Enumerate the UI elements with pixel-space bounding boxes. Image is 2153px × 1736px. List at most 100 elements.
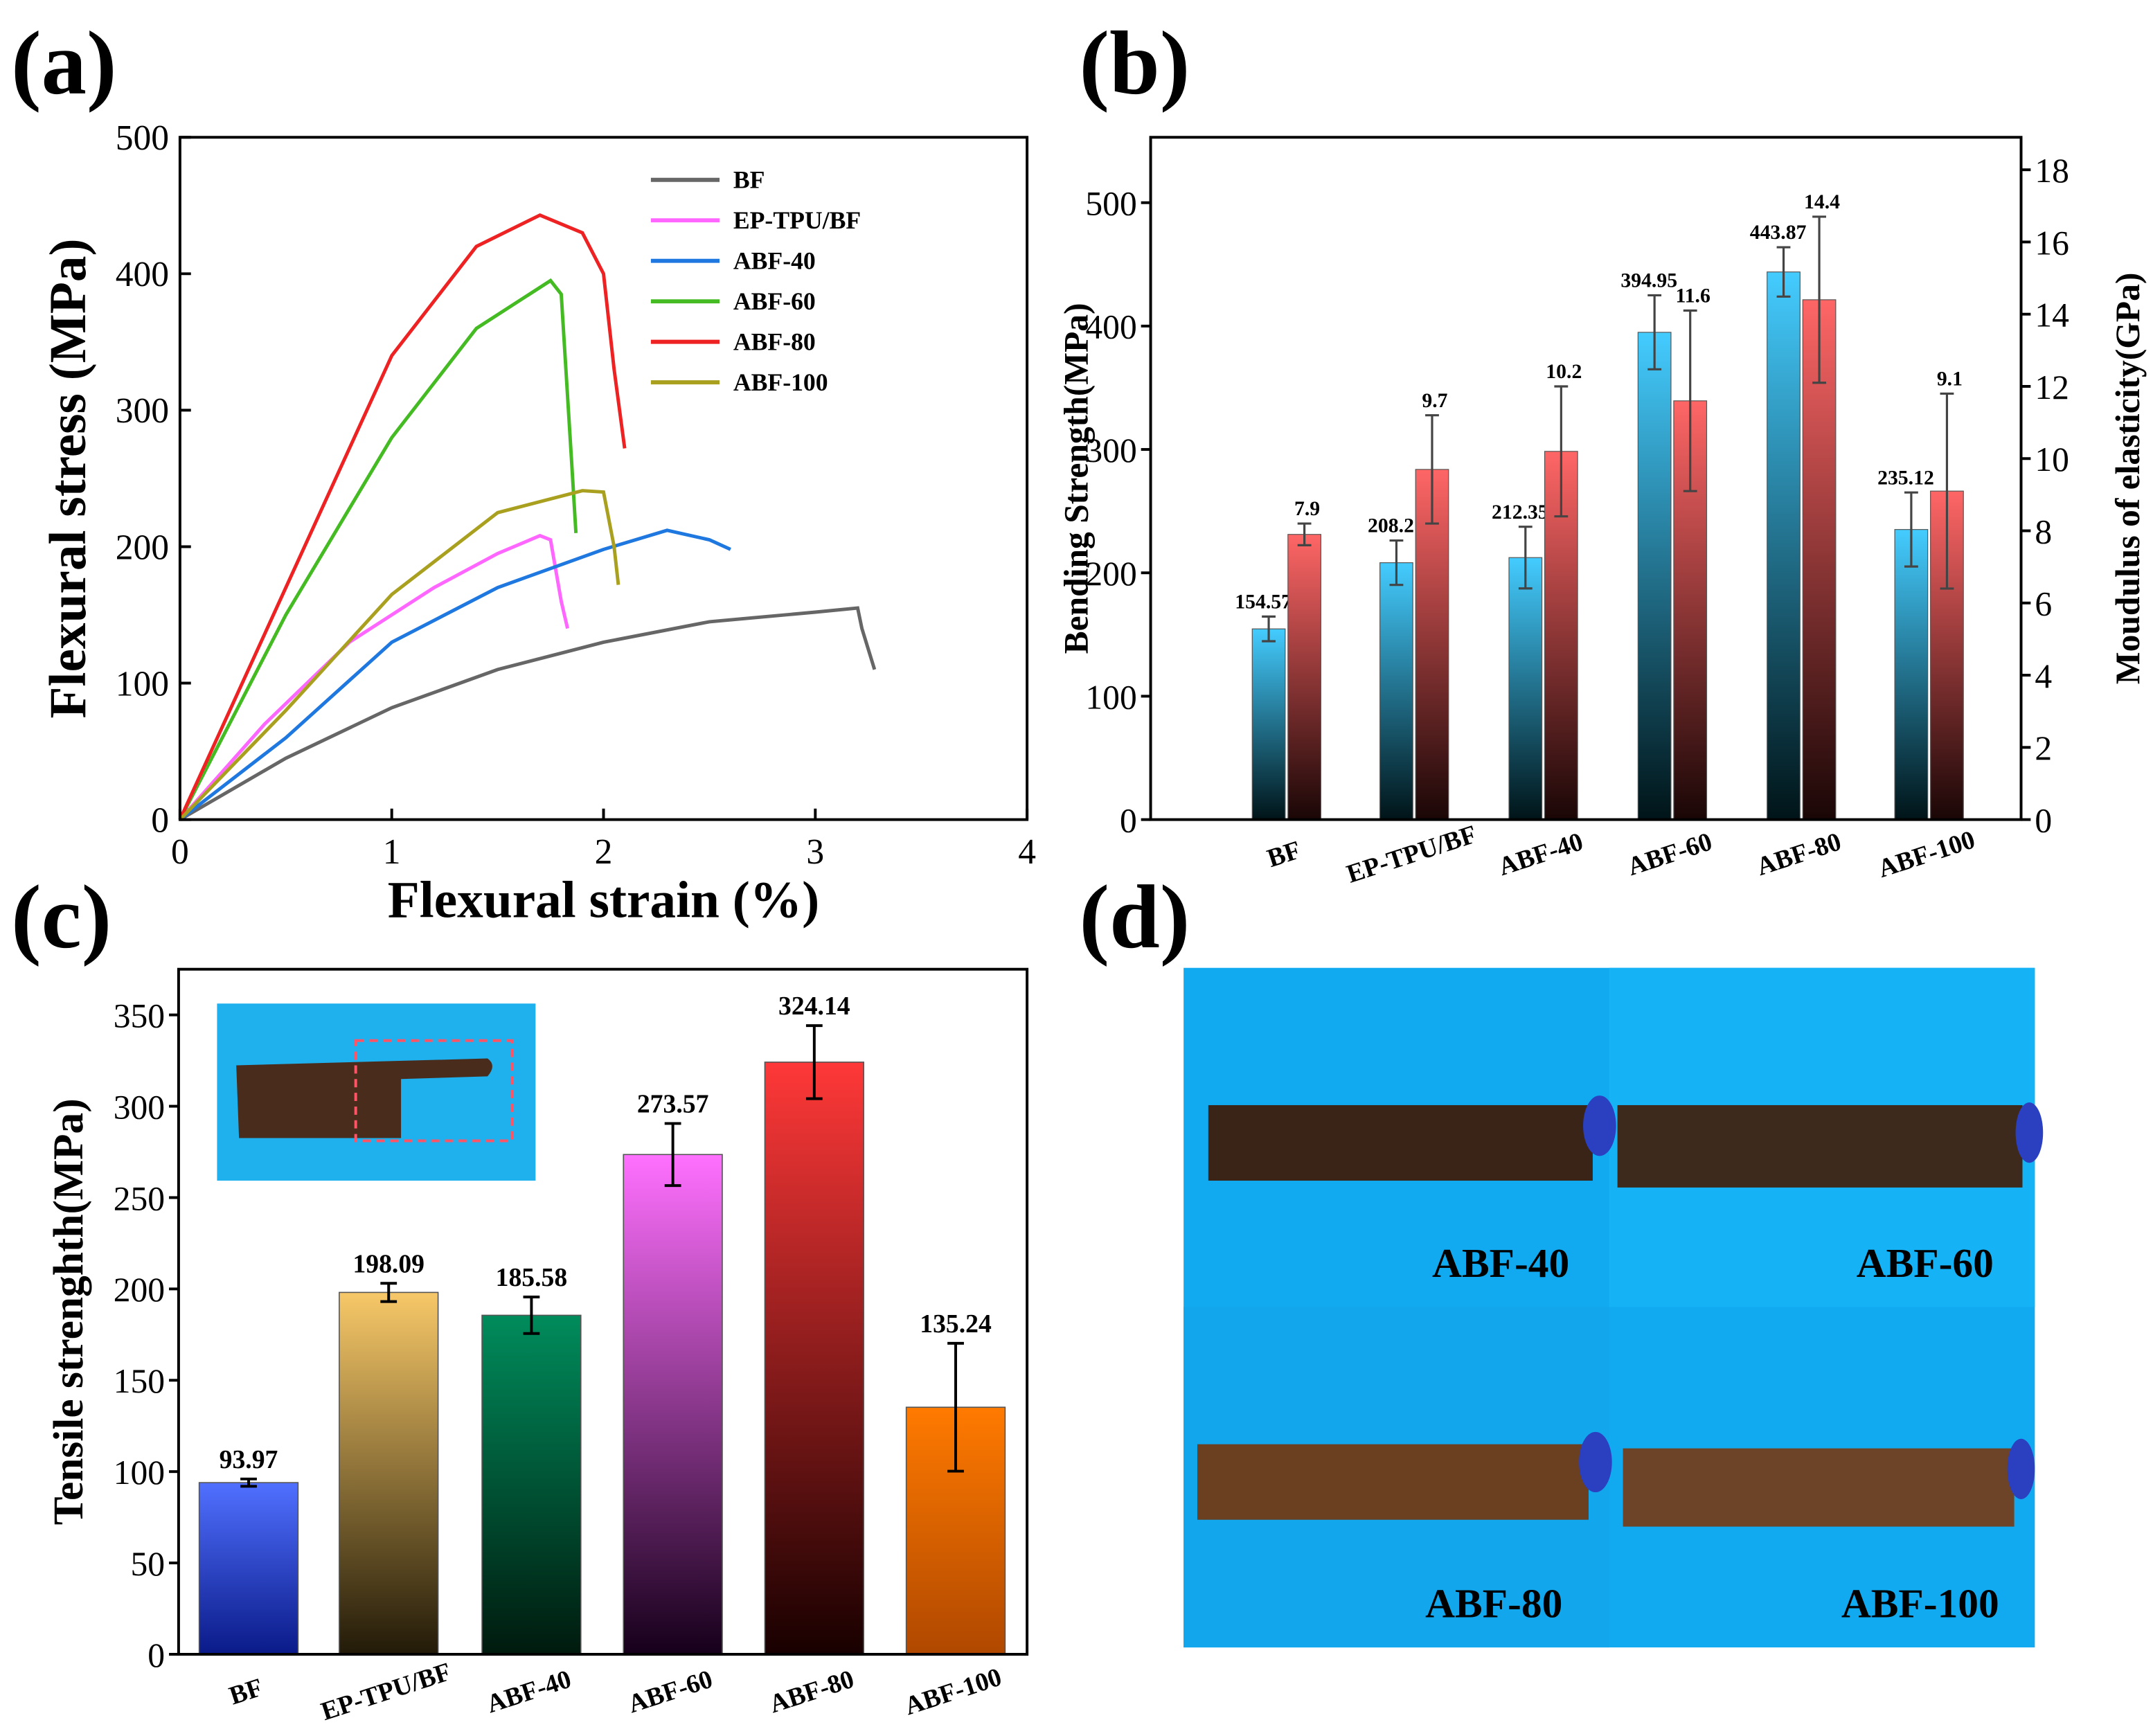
- bar-bending-5: [1894, 529, 1929, 821]
- y-tick-label: 300: [116, 391, 169, 431]
- plot-frame: [177, 967, 1029, 1656]
- legend-label: ABF-60: [733, 287, 816, 315]
- x-tick-label: 1: [383, 832, 401, 872]
- data-label: 7.9: [1294, 498, 1320, 520]
- error-bar: [1812, 215, 1826, 384]
- x-category-label: EP-TPU/BF: [1343, 820, 1480, 889]
- legend-label: ABF-80: [733, 328, 816, 356]
- error-bar: [1647, 294, 1662, 370]
- bar-bending-1: [1379, 562, 1413, 821]
- x-tick-label: 0: [171, 832, 189, 872]
- specimen-strip-abf-40: [1208, 1104, 1593, 1181]
- data-label: 93.97: [220, 1445, 278, 1474]
- x-category-label: ABF-40: [1495, 827, 1587, 882]
- x-tick-label: 4: [1018, 832, 1036, 872]
- y2-tick-label: 12: [2035, 368, 2069, 406]
- legend-label: BF: [733, 166, 765, 194]
- data-label: 208.2: [1368, 515, 1414, 537]
- data-label: 10.2: [1546, 361, 1582, 383]
- error-bar: [1904, 491, 1918, 568]
- y2-tick-label: 8: [2035, 512, 2052, 551]
- inset-photo-specimen: [217, 1003, 536, 1181]
- y-axis-title: Bending Strength(MPa): [1057, 303, 1095, 654]
- x-category-label: ABF-80: [766, 1665, 857, 1719]
- y-tick-label: 400: [1085, 308, 1136, 346]
- y2-tick-label: 4: [2035, 657, 2052, 695]
- x-category-label: ABF-60: [625, 1665, 716, 1719]
- error-bar: [1297, 522, 1312, 546]
- x-axis-title: Flexural strain (%): [388, 871, 819, 929]
- data-label: 185.58: [496, 1263, 568, 1292]
- error-bar: [1425, 414, 1439, 525]
- y-tick-label: 100: [116, 664, 169, 704]
- series-line-bf: [179, 606, 877, 821]
- data-label: 135.24: [920, 1309, 992, 1339]
- photo-label-abf-40: ABF-40: [1432, 1240, 1569, 1286]
- panel-label-d: (d): [1079, 867, 1190, 967]
- error-bar: [947, 1341, 964, 1473]
- bar-tensile-2: [481, 1314, 582, 1655]
- bar-bending-4: [1767, 271, 1801, 821]
- bar-bending-2: [1508, 557, 1543, 821]
- plot-frame: [1149, 136, 2023, 821]
- panel-d-photo: ABF-40 ABF-60 ABF-80 ABF-100: [1183, 967, 2044, 1648]
- panel-c-bar-chart: 93.97 BF 198.09 EP-TPU/BF 185.58 ABF-40 273.57…: [45, 967, 1029, 1726]
- bar-tensile-3: [623, 1154, 723, 1655]
- legend-label: ABF-40: [733, 247, 816, 275]
- data-label: 273.57: [637, 1090, 709, 1119]
- y2-axis-title: Moudulus of elasticity(GPa): [2109, 273, 2147, 685]
- x-category-label: ABF-80: [1753, 827, 1844, 882]
- x-tick-label: 2: [595, 832, 613, 872]
- data-label: 9.1: [1937, 368, 1963, 391]
- photo-label-abf-80: ABF-80: [1425, 1580, 1562, 1626]
- series-line-ep-tpu-bf: [179, 533, 569, 821]
- series-line-abf-80: [178, 213, 627, 821]
- x-category-label: BF: [1264, 835, 1305, 873]
- series-line-abf-60: [178, 278, 578, 821]
- error-bar: [240, 1477, 257, 1488]
- bar-bending-0: [1251, 628, 1286, 821]
- y2-tick-label: 6: [2035, 585, 2052, 623]
- y-tick-label: 100: [114, 1453, 165, 1492]
- data-label: 14.4: [1804, 191, 1840, 213]
- error-bar: [1683, 309, 1697, 492]
- series-line-abf-100: [179, 489, 620, 821]
- y2-tick-label: 14: [2035, 296, 2069, 334]
- photo-label-abf-100: ABF-100: [1841, 1580, 1999, 1626]
- data-label: 212.35: [1492, 501, 1548, 524]
- panel-label-b: (b): [1079, 13, 1190, 114]
- panel-b-bar-chart: 154.57 208.2 212.35 394.95 443.87 235.12 7.9 9.…: [1057, 136, 2147, 889]
- y2-tick-label: 16: [2035, 224, 2069, 262]
- y-tick-label: 50: [131, 1545, 166, 1583]
- x-category-label: BF: [226, 1673, 267, 1711]
- y2-tick-label: 18: [2035, 152, 2069, 190]
- y-axis-title: Flexural stress (MPa): [39, 238, 97, 718]
- y-tick-label: 500: [1085, 185, 1136, 223]
- y2-tick-label: 2: [2035, 729, 2052, 767]
- y-tick-label: 0: [1120, 801, 1137, 839]
- y-axis-title: Tensile strenghth(MPa): [45, 1098, 92, 1525]
- x-category-label: ABF-40: [483, 1665, 575, 1719]
- error-bar: [805, 1024, 823, 1100]
- y-tick-label: 100: [1085, 678, 1136, 716]
- x-category-label: ABF-100: [1875, 825, 1978, 884]
- bar-tensile-4: [764, 1062, 864, 1655]
- specimen-strip-abf-100: [1623, 1448, 2014, 1527]
- y-tick-label: 250: [114, 1179, 165, 1217]
- x-category-label: ABF-100: [901, 1663, 1005, 1721]
- error-bar: [1776, 246, 1791, 298]
- x-category-label: ABF-60: [1624, 827, 1715, 882]
- y2-tick-label: 10: [2035, 440, 2069, 478]
- y-tick-label: 400: [116, 255, 169, 294]
- data-label: 11.6: [1675, 285, 1710, 307]
- y2-tick-label: 0: [2035, 801, 2052, 839]
- y-tick-label: 150: [114, 1362, 165, 1400]
- y-tick-label: 200: [114, 1271, 165, 1309]
- bar-modulus-4: [1802, 299, 1837, 821]
- error-bar: [380, 1282, 397, 1303]
- data-label: 154.57: [1235, 591, 1292, 613]
- legend-label: EP-TPU/BF: [733, 206, 861, 234]
- data-label: 235.12: [1877, 467, 1934, 489]
- bar-modulus-1: [1415, 469, 1449, 821]
